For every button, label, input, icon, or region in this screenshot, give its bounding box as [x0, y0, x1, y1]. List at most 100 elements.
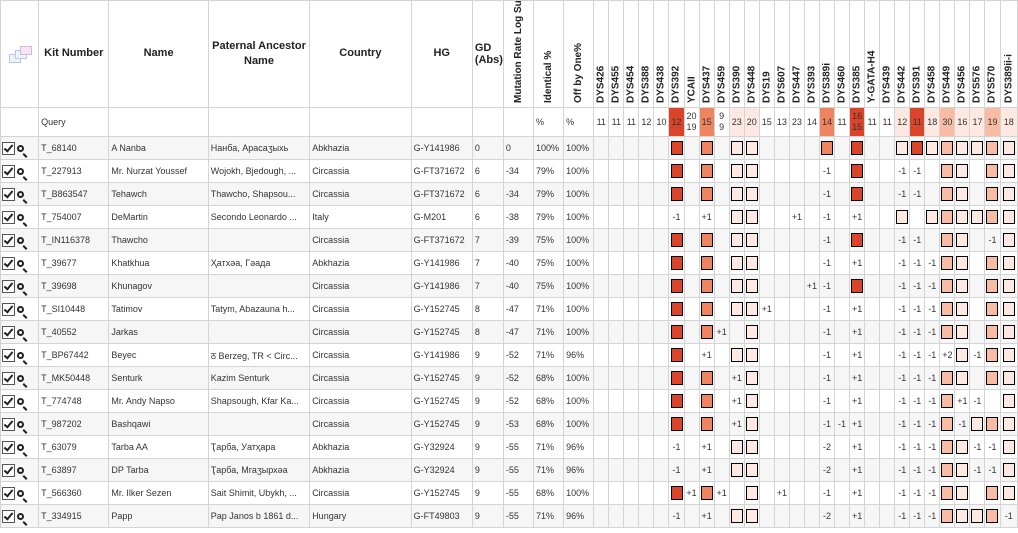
- col-header-marker[interactable]: DYS388: [638, 0, 655, 108]
- search-icon[interactable]: [17, 420, 24, 428]
- col-header-name[interactable]: Name: [108, 0, 209, 108]
- kit-number[interactable]: T_68140: [38, 136, 110, 160]
- kit-number[interactable]: T_754007: [38, 205, 110, 229]
- col-header-marker[interactable]: DYS458: [924, 0, 941, 108]
- row-checkbox[interactable]: [2, 210, 15, 224]
- col-header-marker[interactable]: DYS447: [788, 0, 805, 108]
- col-header-marker[interactable]: DYS19: [758, 0, 775, 108]
- search-icon[interactable]: [17, 167, 24, 175]
- kit-number[interactable]: T_39698: [38, 274, 110, 298]
- search-icon[interactable]: [17, 328, 24, 336]
- kit-number[interactable]: T_334915: [38, 504, 110, 528]
- search-icon[interactable]: [17, 374, 24, 382]
- row-checkbox[interactable]: [2, 187, 15, 201]
- table-row[interactable]: T_987202 Bashqawi Circassia G-Y152745 9 -53 68…: [0, 412, 1018, 436]
- col-header-marker[interactable]: DYS459: [713, 0, 730, 108]
- col-header-marker[interactable]: DYS390: [728, 0, 745, 108]
- col-header-marker[interactable]: DYS392: [668, 0, 685, 108]
- row-checkbox[interactable]: [2, 371, 15, 385]
- search-icon[interactable]: [17, 190, 24, 198]
- table-row[interactable]: T_MK50448 Senturk Kazim Senturk Circassia G-…: [0, 366, 1018, 390]
- match-name[interactable]: Mr. Andy Napso: [108, 389, 209, 413]
- row-checkbox[interactable]: [2, 302, 15, 316]
- match-name[interactable]: Thawcho: [108, 228, 209, 252]
- col-header-marker[interactable]: DYS607: [773, 0, 790, 108]
- kit-number[interactable]: T_227913: [38, 159, 110, 183]
- search-icon[interactable]: [17, 305, 24, 313]
- table-row[interactable]: T_63897 DP Tarba Ҭарба, Мгаӡырхәа Abkhazia G…: [0, 458, 1018, 482]
- kit-number[interactable]: T_63079: [38, 435, 110, 459]
- match-name[interactable]: Khunagov: [108, 274, 209, 298]
- col-header-gd[interactable]: GD (Abs): [471, 0, 504, 108]
- col-header-marker[interactable]: DYS393: [803, 0, 820, 108]
- col-header-marker[interactable]: DYS460: [833, 0, 851, 108]
- match-name[interactable]: Bashqawi: [108, 412, 209, 436]
- col-header-marker[interactable]: DYS389i: [818, 0, 836, 108]
- col-header-marker[interactable]: DYS442: [894, 0, 911, 108]
- match-name[interactable]: Beyec: [108, 343, 209, 367]
- col-header-kit[interactable]: Kit Number: [38, 0, 110, 108]
- col-header-marker[interactable]: DYS455: [608, 0, 625, 108]
- search-icon[interactable]: [17, 282, 24, 290]
- kit-number[interactable]: T_SI10448: [38, 297, 110, 321]
- col-header-marker[interactable]: DYS438: [653, 0, 670, 108]
- row-checkbox[interactable]: [2, 256, 15, 270]
- search-icon[interactable]: [17, 259, 24, 267]
- col-header-marker[interactable]: DYS391: [909, 0, 926, 108]
- row-checkbox[interactable]: [2, 440, 15, 454]
- col-header-marker[interactable]: DYS456: [954, 0, 971, 108]
- table-row[interactable]: T_SI10448 Tatimov Tatym, Abazauna h... Circ…: [0, 297, 1018, 321]
- row-checkbox[interactable]: [2, 394, 15, 408]
- col-header-marker[interactable]: DYS576: [969, 0, 986, 108]
- match-name[interactable]: DeMartin: [108, 205, 209, 229]
- kit-number[interactable]: T_566360: [38, 481, 110, 505]
- kit-number[interactable]: T_MK50448: [38, 366, 110, 390]
- match-name[interactable]: Khatkhua: [108, 251, 209, 275]
- match-name[interactable]: Papp: [108, 504, 209, 528]
- table-row[interactable]: T_68140 A Nanba Нанба, Арасаӡыхь Abkhazia G-…: [0, 136, 1018, 160]
- col-header-marker[interactable]: DYS437: [698, 0, 715, 108]
- row-checkbox[interactable]: [2, 486, 15, 500]
- kit-number[interactable]: T_B863547: [38, 182, 110, 206]
- kit-number[interactable]: T_40552: [38, 320, 110, 344]
- search-icon[interactable]: [17, 443, 24, 451]
- table-row[interactable]: T_754007 DeMartin Secondo Leonardo ... Ital…: [0, 205, 1018, 229]
- row-checkbox[interactable]: [2, 233, 15, 247]
- col-header-marker[interactable]: YCAII: [683, 0, 700, 108]
- kit-number[interactable]: T_63897: [38, 458, 110, 482]
- table-row[interactable]: T_774748 Mr. Andy Napso Shapsough, Kfar Ka…: [0, 389, 1018, 413]
- col-header-ancestor[interactable]: Paternal Ancestor Name: [207, 0, 311, 108]
- col-header-marker[interactable]: DYS426: [593, 0, 610, 108]
- col-header-marker[interactable]: DYS570: [984, 0, 1001, 108]
- match-name[interactable]: Tehawch: [108, 182, 209, 206]
- search-icon[interactable]: [17, 351, 24, 359]
- match-name[interactable]: Mr. Ilker Sezen: [108, 481, 209, 505]
- match-name[interactable]: DP Tarba: [108, 458, 209, 482]
- table-row[interactable]: T_566360 Mr. Ilker Sezen Sait Shimit, Ubyk…: [0, 481, 1018, 505]
- search-icon[interactable]: [17, 213, 24, 221]
- col-header-marker[interactable]: Y-GATA-H4: [864, 0, 881, 108]
- col-header-marker[interactable]: DYS454: [623, 0, 640, 108]
- col-header-marker[interactable]: DYS439: [879, 0, 896, 108]
- kit-number[interactable]: T_39677: [38, 251, 110, 275]
- table-row[interactable]: T_39698 Khunagov Circassia G-Y141986 7 -40 75%…: [0, 274, 1018, 298]
- match-name[interactable]: A Nanba: [108, 136, 209, 160]
- table-row[interactable]: T_B863547 Tehawch Thawcho, Shapsou... Circa…: [0, 182, 1018, 206]
- col-header-hg[interactable]: HG: [410, 0, 473, 108]
- row-checkbox[interactable]: [2, 164, 15, 178]
- row-checkbox[interactable]: [2, 463, 15, 477]
- col-header-marker[interactable]: DYS385: [849, 0, 866, 108]
- col-header-mutation[interactable]: Mutation Rate Log Sum: [502, 0, 535, 108]
- kit-number[interactable]: T_BP67442: [38, 343, 110, 367]
- match-name[interactable]: Jarkas: [108, 320, 209, 344]
- col-header-country[interactable]: Country: [309, 0, 412, 108]
- search-icon[interactable]: [17, 144, 24, 152]
- col-header-identical[interactable]: Identical %: [533, 0, 565, 108]
- table-row[interactable]: T_39677 Khatkhua Ҳатхәа, Гәада Abkhazia G-Y1…: [0, 251, 1018, 275]
- match-name[interactable]: Tatimov: [108, 297, 209, 321]
- row-checkbox[interactable]: [2, 348, 15, 362]
- search-icon[interactable]: [17, 236, 24, 244]
- row-checkbox[interactable]: [2, 279, 15, 293]
- search-icon[interactable]: [17, 397, 24, 405]
- row-checkbox[interactable]: [2, 141, 15, 155]
